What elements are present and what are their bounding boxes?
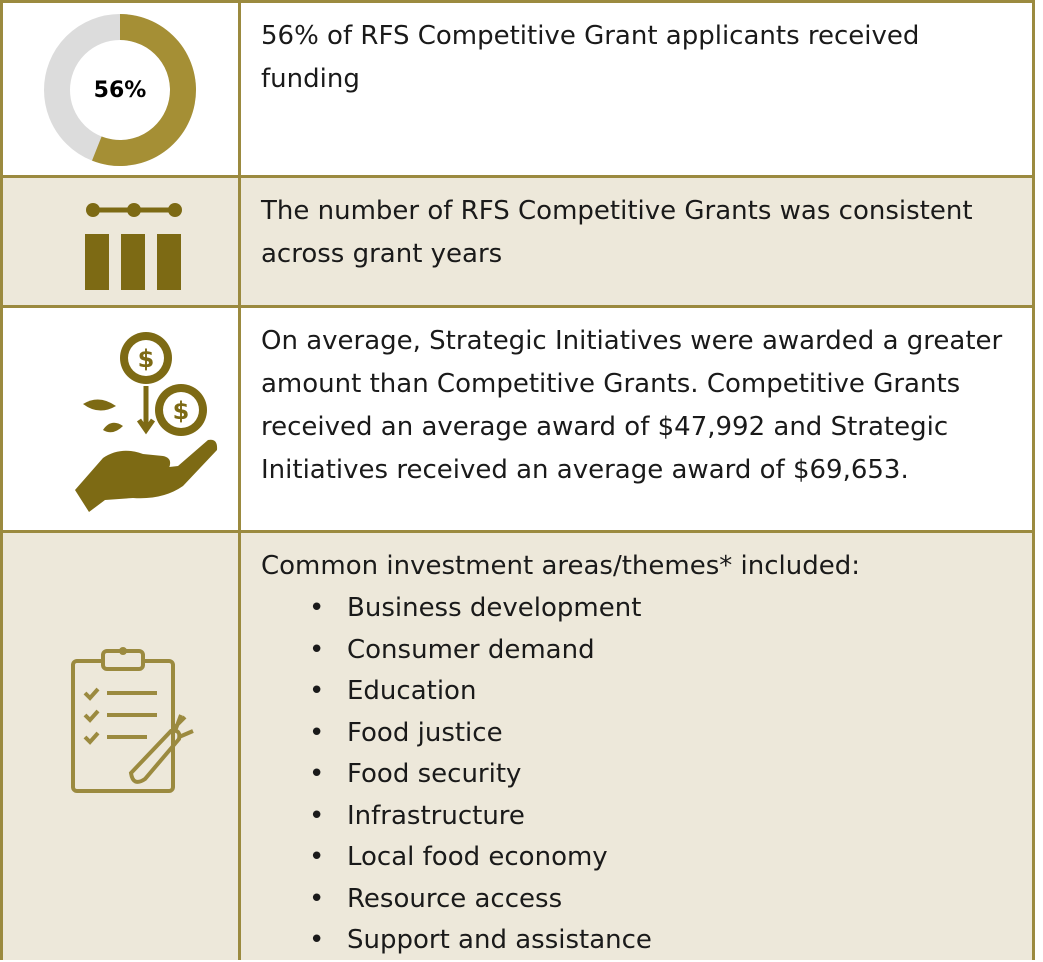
list-item: Consumer demand [309, 630, 1026, 672]
list-item: Food justice [309, 713, 1026, 755]
donut-icon: 56% [44, 3, 241, 175]
clipboard-icon [71, 533, 241, 960]
list-heading: Common investment areas/themes* included… [261, 551, 861, 581]
row: 56% 56% of RFS Competitive Grant applica… [0, 0, 1035, 178]
bars-icon [85, 178, 241, 305]
row: Common investment areas/themes* included… [0, 530, 1035, 962]
list-item: Support and assistance [309, 920, 1026, 962]
list-item: Food security [309, 754, 1026, 796]
list-item: Business development [309, 588, 1026, 630]
row-text: On average, Strategic Initiatives were a… [261, 326, 1003, 485]
row: The number of RFS Competitive Grants was… [0, 175, 1035, 308]
row-text: Common investment areas/themes* included… [261, 545, 1026, 962]
list-item: Infrastructure [309, 796, 1026, 838]
svg-text:$: $ [138, 345, 155, 373]
list-item: Local food economy [309, 837, 1026, 879]
list-item: Resource access [309, 879, 1026, 921]
list: Business developmentConsumer demandEduca… [261, 588, 1026, 962]
donut-label: 56% [94, 78, 147, 103]
list-item: Education [309, 671, 1026, 713]
row-text: The number of RFS Competitive Grants was… [261, 196, 973, 269]
svg-text:$: $ [173, 397, 190, 425]
row-text: 56% of RFS Competitive Grant applicants … [261, 21, 920, 94]
money-icon: $ $ [75, 308, 241, 530]
row: $ $ On average, Strategic Initiatives we… [0, 305, 1035, 533]
donut-segment [92, 14, 197, 166]
